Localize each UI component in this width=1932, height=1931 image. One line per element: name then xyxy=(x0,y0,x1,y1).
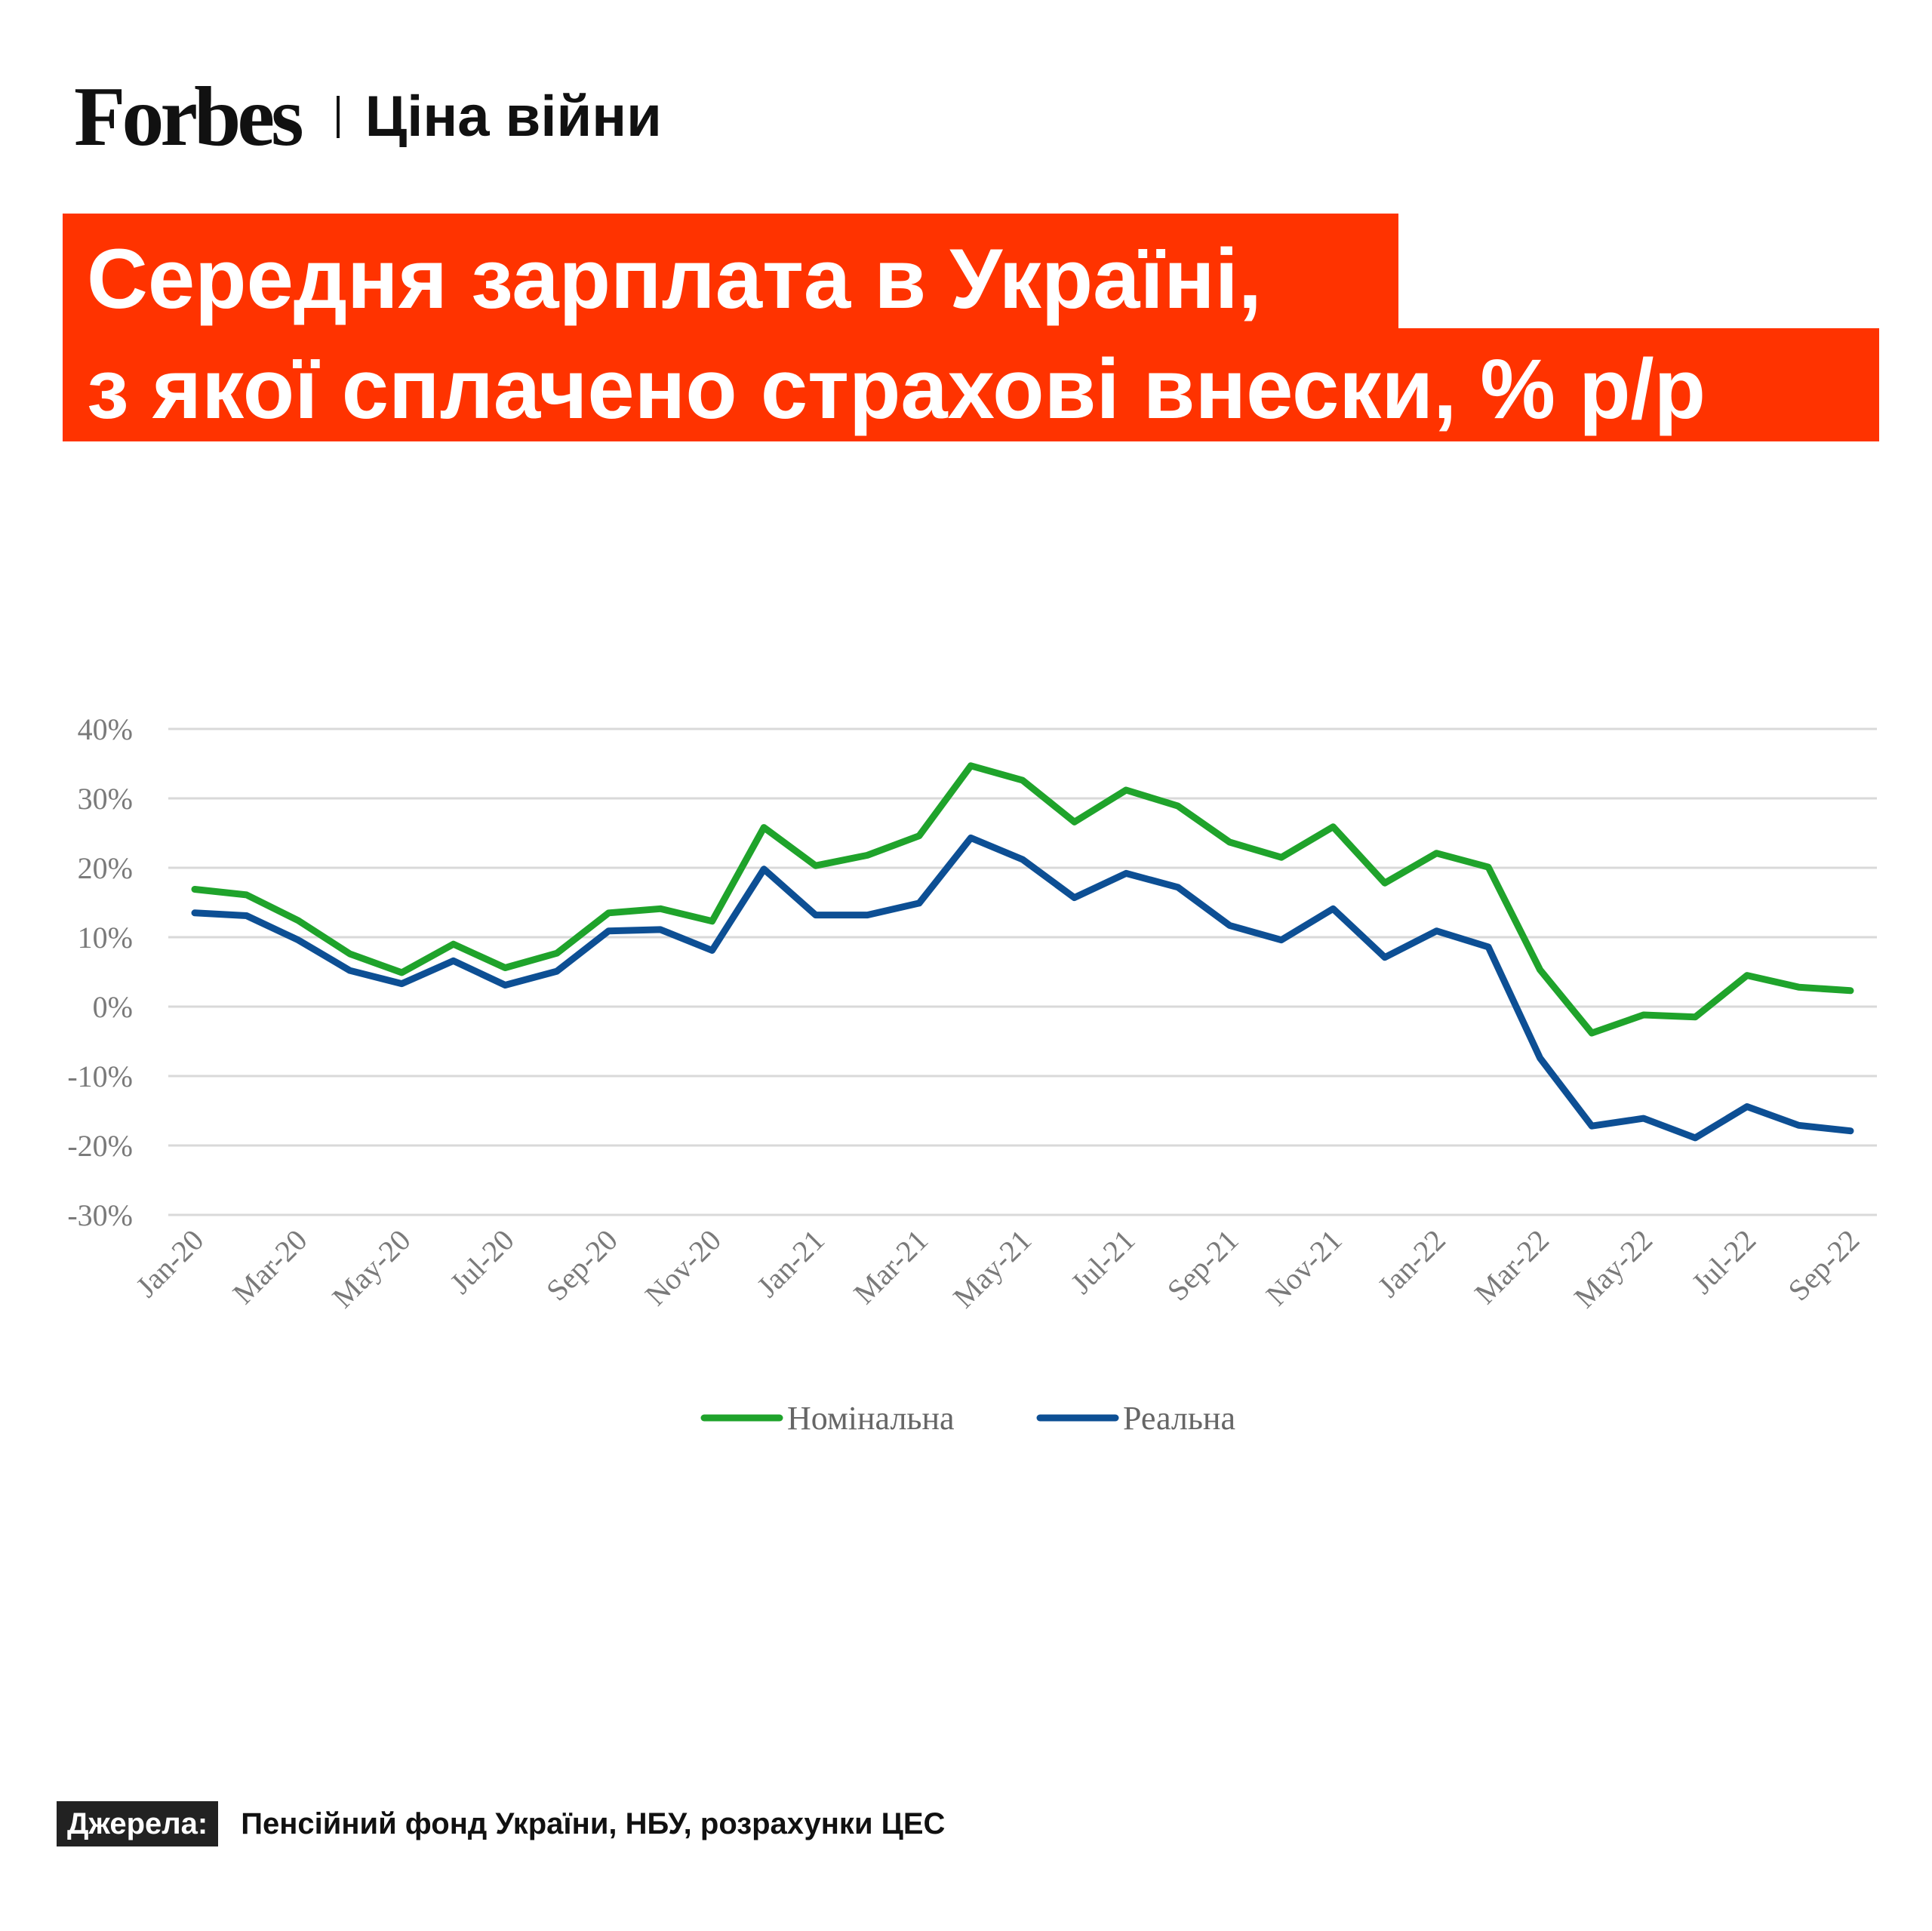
x-tick-label: Jan-21 xyxy=(750,1223,831,1304)
section-title: Ціна війни xyxy=(365,85,662,149)
y-tick-label: -30% xyxy=(67,1198,133,1232)
x-tick-label: Jul-21 xyxy=(1064,1223,1142,1301)
x-tick-label: Jan-22 xyxy=(1371,1223,1452,1304)
x-tick-label: Mar-21 xyxy=(847,1223,934,1311)
x-tick-label: May-22 xyxy=(1567,1223,1659,1314)
legend-label: Реальна xyxy=(1123,1400,1235,1437)
legend: Номінальна Реальна xyxy=(700,1400,1235,1437)
legend-label: Номінальна xyxy=(787,1400,955,1437)
x-axis-labels: Jan-20 Mar-20 May-20 Jul-20 Sep-20 Nov-20 Jan-… xyxy=(129,1223,1866,1314)
x-tick-label: Jul-20 xyxy=(443,1223,521,1301)
x-tick-label: Sep-22 xyxy=(1781,1223,1866,1308)
x-tick-label: Nov-21 xyxy=(1259,1223,1348,1312)
y-axis-labels: 40% 30% 20% 10% 0% -10% -20% -30% xyxy=(67,712,133,1232)
chart-title-line-1: Середня зарплата в Україні, xyxy=(63,214,1398,328)
y-tick-label: -20% xyxy=(67,1129,133,1163)
header: Forbes Ціна війни xyxy=(74,72,662,162)
x-tick-label: Sep-21 xyxy=(1161,1223,1245,1308)
x-tick-label: Jan-20 xyxy=(129,1223,210,1304)
y-tick-label: 40% xyxy=(78,712,133,746)
y-tick-label: -10% xyxy=(67,1059,133,1093)
x-tick-label: Sep-20 xyxy=(540,1223,624,1308)
brand-logo: Forbes xyxy=(74,70,304,164)
x-tick-label: Nov-20 xyxy=(638,1223,728,1312)
x-tick-label: May-20 xyxy=(325,1223,417,1314)
line-chart: 40%30%20%10%0%-10%-20%-30% Jan-20 Mar-20 M… xyxy=(67,712,1877,1437)
y-tick-label: 0% xyxy=(93,990,133,1024)
source-text: Пенсійний фонд України, НБУ, розрахунки … xyxy=(241,1806,946,1840)
header-divider xyxy=(336,96,340,138)
y-tick-label: 10% xyxy=(78,921,133,955)
x-tick-label: Jul-22 xyxy=(1685,1223,1763,1301)
y-tick-label: 30% xyxy=(78,782,133,816)
source-bar: Джерела: Пенсійний фонд України, НБУ, ро… xyxy=(57,1801,945,1846)
gridlines xyxy=(168,727,1877,1216)
x-tick-label: May-21 xyxy=(946,1223,1038,1314)
source-label: Джерела: xyxy=(57,1801,219,1846)
series-lines xyxy=(191,762,1854,1142)
chart-title-line-2: з якої сплачено страхові внески, % р/р xyxy=(63,328,1879,441)
x-tick-label: Mar-20 xyxy=(226,1223,313,1311)
y-tick-label: 20% xyxy=(78,851,133,885)
series-line-nominal xyxy=(191,762,1854,1037)
series-line-real xyxy=(191,834,1854,1142)
x-tick-label: Mar-22 xyxy=(1468,1223,1555,1311)
